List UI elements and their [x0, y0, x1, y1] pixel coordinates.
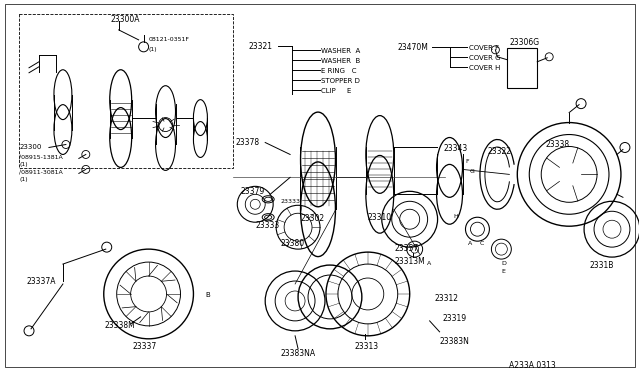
- Text: 23313M: 23313M: [395, 257, 426, 266]
- Text: 23319: 23319: [443, 314, 467, 323]
- Text: WASHER  A: WASHER A: [321, 48, 360, 54]
- Text: 23380: 23380: [280, 239, 304, 248]
- Text: 08121-0351F: 08121-0351F: [148, 37, 189, 42]
- Text: 23379: 23379: [240, 187, 264, 196]
- Text: A233A 0313: A233A 0313: [509, 361, 556, 370]
- Text: B: B: [205, 292, 210, 298]
- Text: WASHER  B: WASHER B: [321, 58, 360, 64]
- Text: H: H: [454, 214, 458, 219]
- Text: 23378: 23378: [236, 138, 259, 147]
- Text: CLIP     E: CLIP E: [321, 88, 351, 94]
- Text: 23383N: 23383N: [440, 337, 470, 346]
- Text: 23337A: 23337A: [26, 277, 56, 286]
- Text: 23357: 23357: [395, 244, 419, 253]
- Text: STOPPER D: STOPPER D: [321, 78, 360, 84]
- Text: 23306G: 23306G: [509, 38, 540, 47]
- Text: COVER G: COVER G: [470, 55, 501, 61]
- Text: 23321: 23321: [248, 42, 272, 51]
- Text: 23333: 23333: [255, 221, 280, 230]
- Text: ∕08915-1381A: ∕08915-1381A: [19, 154, 63, 160]
- Text: 23322: 23322: [488, 147, 511, 157]
- Text: 23383NA: 23383NA: [280, 349, 316, 358]
- Text: C: C: [479, 241, 484, 246]
- Text: (1): (1): [148, 47, 157, 52]
- Text: D: D: [501, 261, 506, 266]
- Text: (1): (1): [19, 177, 28, 182]
- Text: 23300A: 23300A: [111, 15, 140, 24]
- Text: E: E: [501, 269, 505, 274]
- Text: 23338M: 23338M: [105, 321, 136, 330]
- Text: E RING   C: E RING C: [321, 68, 356, 74]
- Text: (1): (1): [19, 163, 28, 167]
- Text: 23470M: 23470M: [397, 43, 429, 52]
- Text: 23300: 23300: [19, 144, 42, 151]
- Text: 23302: 23302: [300, 214, 324, 223]
- Text: 23312: 23312: [435, 294, 459, 303]
- Text: 23333: 23333: [280, 199, 300, 204]
- Bar: [19, 14, 234, 169]
- Text: 23313: 23313: [355, 342, 379, 351]
- Text: F: F: [465, 160, 469, 164]
- Text: ∕08911-3081A: ∕08911-3081A: [19, 169, 63, 174]
- Text: COVER F: COVER F: [470, 45, 500, 51]
- Text: 23338: 23338: [545, 140, 570, 148]
- Text: 23343: 23343: [444, 144, 468, 154]
- Text: 2331B: 2331B: [589, 261, 613, 270]
- Text: G: G: [470, 169, 474, 174]
- Text: COVER H: COVER H: [470, 65, 501, 71]
- Text: A: A: [467, 241, 472, 246]
- Text: A: A: [427, 261, 431, 266]
- Bar: [508, 48, 537, 88]
- Text: 23310: 23310: [368, 213, 392, 222]
- Text: 23337: 23337: [132, 342, 157, 351]
